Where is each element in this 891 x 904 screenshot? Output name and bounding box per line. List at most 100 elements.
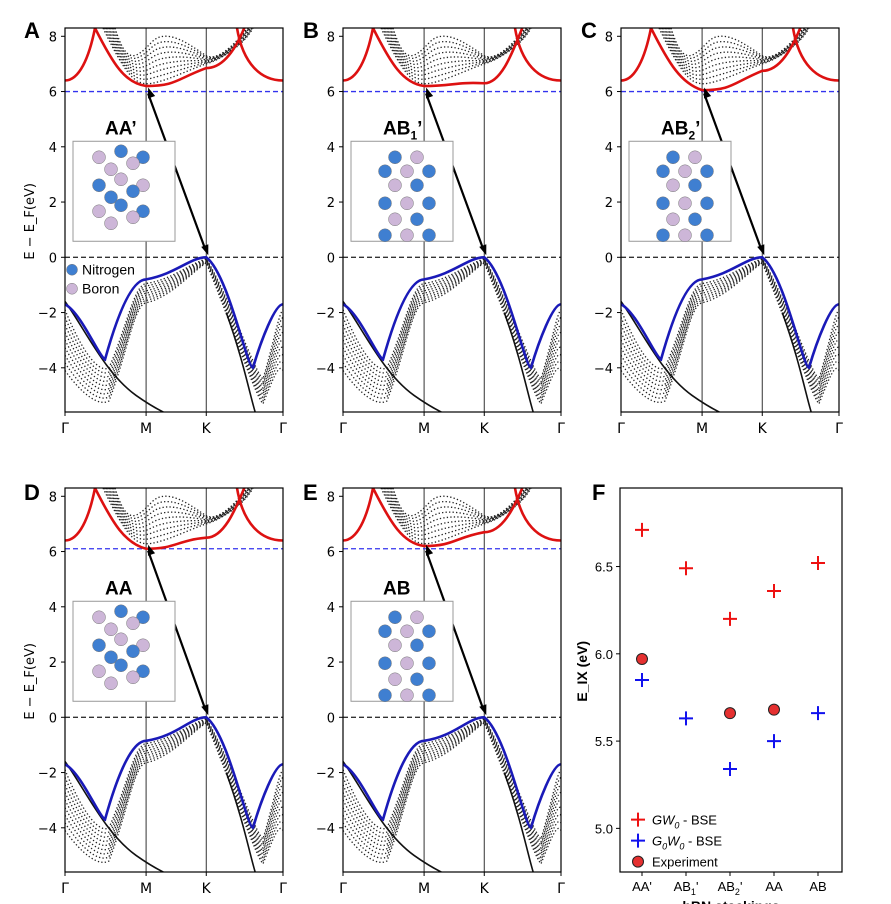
nitrogen-atom (656, 164, 670, 179)
axes-frame (64, 487, 284, 873)
boron-atom (688, 150, 702, 165)
axes-frame (64, 27, 284, 413)
conduction-manifold-band (112, 488, 249, 520)
lower-band (343, 761, 443, 872)
panel-letter: F (592, 480, 605, 505)
boron-atom (400, 164, 414, 179)
nitrogen-atom (126, 184, 140, 199)
conduction-manifold-band (111, 28, 250, 62)
nitrogen-atom (104, 650, 118, 665)
nitrogen-atom (378, 164, 392, 179)
nitrogen-atom (422, 688, 436, 703)
valence-manifold-band (65, 258, 283, 387)
valence-manifold-band (65, 721, 283, 865)
k-point-label: K (202, 421, 212, 437)
y-tick-label: −4 (316, 362, 335, 377)
y-tick-label: 6 (327, 86, 335, 101)
valence-manifold-band (621, 258, 839, 384)
legend-label: G0W0 - BSE (652, 834, 722, 852)
boron-atom (104, 216, 118, 231)
valence-manifold-band (343, 721, 561, 865)
valence-manifold-band (65, 720, 283, 856)
y-tick-label: 6 (605, 86, 613, 101)
valence-manifold-band (621, 258, 839, 387)
lower-band (503, 312, 534, 412)
lower-band (621, 301, 721, 412)
valence-manifold-band (65, 257, 283, 380)
boron-atom (92, 204, 106, 219)
boron-atom (92, 150, 106, 165)
valence-manifold-band (621, 261, 839, 402)
conduction-manifold-band (662, 28, 808, 72)
valence-manifold-band (343, 721, 561, 862)
y-tick-label: −2 (594, 307, 613, 322)
nitrogen-atom (410, 178, 424, 193)
boron-atom (136, 638, 150, 653)
conduction-manifold-band (387, 28, 528, 65)
transition-arrow (703, 93, 763, 250)
boron-atom (92, 664, 106, 679)
valence-manifold-band (65, 718, 283, 847)
y-tick-label: 6 (327, 546, 335, 561)
valence-manifold-band (343, 720, 561, 859)
valence-manifold-band (343, 259, 561, 390)
legend-sub: 0 (679, 842, 684, 852)
structure-inset (72, 600, 176, 702)
stacking-label-base: AB (383, 118, 410, 139)
x-tick-label: AA (765, 879, 783, 894)
conduction-manifold-band (102, 488, 254, 545)
panel-b: B AB1’ 8 6 4 2 0 −2 −4 Γ M K Γ (303, 18, 565, 437)
valence-manifold-band (65, 718, 283, 844)
data-point-plus (811, 706, 825, 721)
legend-label: Boron (82, 281, 119, 297)
valence-manifold-band (65, 719, 283, 850)
boron-atom (400, 196, 414, 211)
nitrogen-atom (136, 204, 150, 219)
y-tick-label: −4 (38, 362, 57, 377)
nitrogen-atom (114, 144, 128, 159)
conduction-manifold-band (103, 488, 253, 540)
y-tick-label: 5.5 (595, 734, 613, 749)
valence-band-edge (65, 715, 283, 830)
nitrogen-atom (422, 228, 436, 243)
conduction-manifold-band (114, 28, 248, 58)
data-point-plus (767, 734, 781, 749)
panel-letter: C (581, 18, 597, 43)
conduction-band-edge (93, 488, 283, 551)
nitrogen-atom (666, 150, 680, 165)
legend-sub: 0 (662, 842, 667, 852)
nitrogen-atom (136, 150, 150, 165)
lower-band (65, 301, 165, 412)
panel-d: D AA 8 6 4 2 0 −2 −4 Γ M K Γ E − E_F(eV) (23, 480, 287, 897)
y-tick-label: 2 (49, 656, 57, 671)
k-point-label: Γ (557, 421, 565, 437)
valence-band-edge (621, 255, 839, 370)
conduction-manifold-band (384, 28, 530, 72)
valence-manifold-band (343, 717, 561, 840)
conduction-manifold-band (102, 28, 254, 85)
stacking-label: AA (105, 578, 133, 599)
boron-atom (136, 178, 150, 193)
valence-manifold-band (621, 260, 839, 399)
stacking-label-sub: 1 (410, 128, 417, 142)
nitrogen-atom (114, 658, 128, 673)
conduction-manifold-band (109, 488, 250, 525)
data-point-plus (679, 711, 693, 726)
x-tick-base: AA' (632, 879, 652, 894)
y-tick-label: 6.0 (595, 647, 613, 662)
y-tick-label: 8 (49, 30, 57, 45)
axes-frame (619, 487, 843, 873)
stacking-label-base: AB (661, 118, 688, 139)
valence-manifold-band (65, 261, 283, 405)
conduction-manifold-band (659, 28, 809, 80)
boron-atom (400, 228, 414, 243)
k-point-label: Γ (339, 421, 347, 437)
y-tick-label: −4 (594, 362, 613, 377)
stacking-label: AB (383, 578, 410, 599)
arrow-head (425, 544, 434, 556)
y-tick-label: 6 (49, 86, 57, 101)
nitrogen-atom (700, 196, 714, 211)
boron-atom (126, 210, 140, 225)
nitrogen-atom (92, 638, 106, 653)
y-tick-label: 4 (327, 601, 335, 616)
